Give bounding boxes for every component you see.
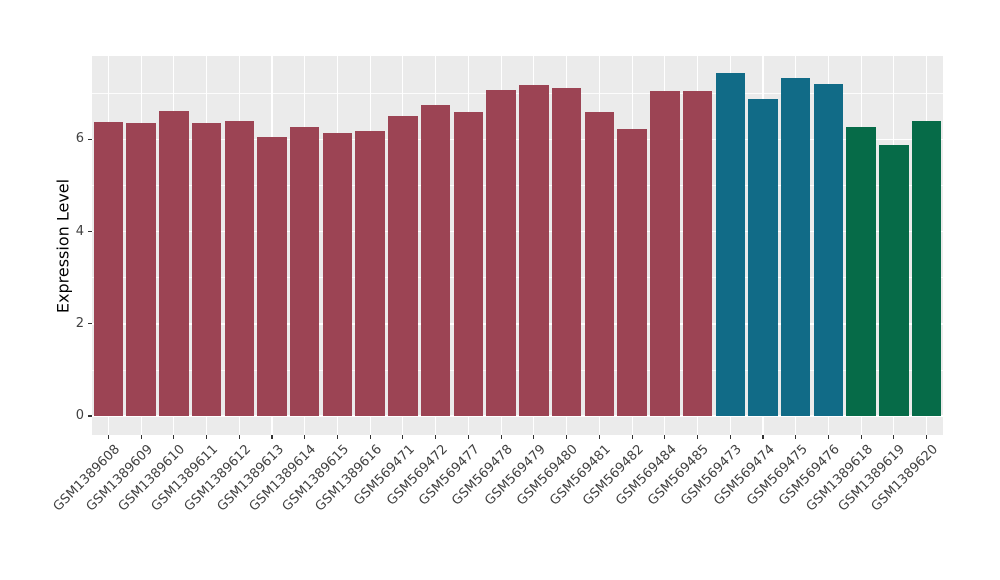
bar-GSM569477 — [453, 112, 484, 416]
bar-GSM1389614 — [290, 126, 320, 416]
bar-GSM1389613 — [257, 136, 287, 416]
bar-GSM1389610 — [159, 110, 189, 416]
y-gridline-major — [92, 138, 943, 141]
x-tick-mark — [435, 435, 437, 439]
x-tick-mark — [926, 435, 928, 439]
x-tick-mark — [107, 435, 109, 439]
x-tick-mark — [173, 435, 175, 439]
y-gridline-minor — [92, 369, 943, 371]
y-tick-mark — [88, 415, 92, 417]
x-tick-mark — [206, 435, 208, 439]
x-tick-mark — [402, 435, 404, 439]
x-tick-mark — [238, 435, 240, 439]
y-tick-label-text: 0 — [75, 408, 84, 423]
y-gridline-major — [92, 415, 943, 417]
y-tick-mark — [88, 138, 92, 140]
x-tick-mark — [336, 435, 339, 439]
y-gridline-minor — [92, 277, 943, 279]
bar-GSM1389616 — [355, 131, 385, 416]
bar-GSM569484 — [650, 91, 680, 416]
x-tick-mark — [140, 435, 142, 439]
bar-GSM569478 — [486, 90, 516, 416]
bar-GSM569474 — [748, 98, 778, 416]
bar-GSM569471 — [388, 116, 418, 416]
bar-GSM569480 — [551, 87, 582, 416]
bar-GSM569482 — [617, 128, 647, 416]
x-tick-mark — [795, 435, 797, 439]
x-tick-mark — [467, 435, 469, 439]
x-tick-mark — [762, 435, 764, 439]
y-gridline-major — [92, 323, 943, 325]
x-tick-mark — [566, 435, 568, 439]
x-tick-mark — [500, 435, 502, 439]
x-tick-mark — [631, 435, 633, 439]
y-tick-mark — [88, 323, 92, 325]
x-tick-mark — [860, 435, 862, 439]
plot-panel — [92, 56, 943, 435]
bar-GSM1389619 — [879, 144, 909, 416]
bar-GSM1389608 — [93, 121, 124, 416]
bar-GSM569473 — [715, 73, 745, 416]
x-tick-mark — [533, 435, 535, 439]
x-tick-mark — [729, 435, 731, 439]
x-tick-mark — [827, 435, 829, 439]
y-tick-label-text: 4 — [75, 223, 84, 239]
x-tick-mark — [271, 435, 273, 439]
x-tick-mark — [664, 435, 666, 439]
y-tick-mark — [88, 231, 92, 233]
y-gridline-major — [92, 230, 943, 233]
x-tick-mark — [893, 435, 895, 439]
y-gridline-minor — [92, 185, 943, 186]
bar-GSM569481 — [584, 111, 615, 416]
y-gridline-minor — [92, 92, 943, 94]
y-axis-title: Expression Level — [53, 178, 73, 314]
bar-GSM569472 — [420, 105, 451, 416]
bar-GSM569476 — [813, 83, 844, 416]
bar-GSM1389611 — [191, 122, 222, 416]
x-tick-mark — [304, 435, 306, 439]
y-tick-label-text: 2 — [75, 315, 84, 331]
x-tick-mark — [696, 435, 699, 439]
bar-GSM569485 — [682, 90, 713, 416]
bar-GSM1389620 — [911, 121, 942, 416]
bar-GSM1389618 — [846, 127, 876, 416]
bar-GSM1389612 — [224, 120, 254, 416]
y-tick-label-text: 6 — [75, 131, 84, 147]
bar-GSM1389609 — [126, 122, 156, 416]
x-tick-mark — [369, 435, 371, 439]
x-tick-mark — [598, 435, 600, 439]
bar-GSM1389615 — [322, 133, 353, 416]
bar-GSM569475 — [780, 78, 811, 416]
bar-GSM569479 — [519, 85, 549, 416]
